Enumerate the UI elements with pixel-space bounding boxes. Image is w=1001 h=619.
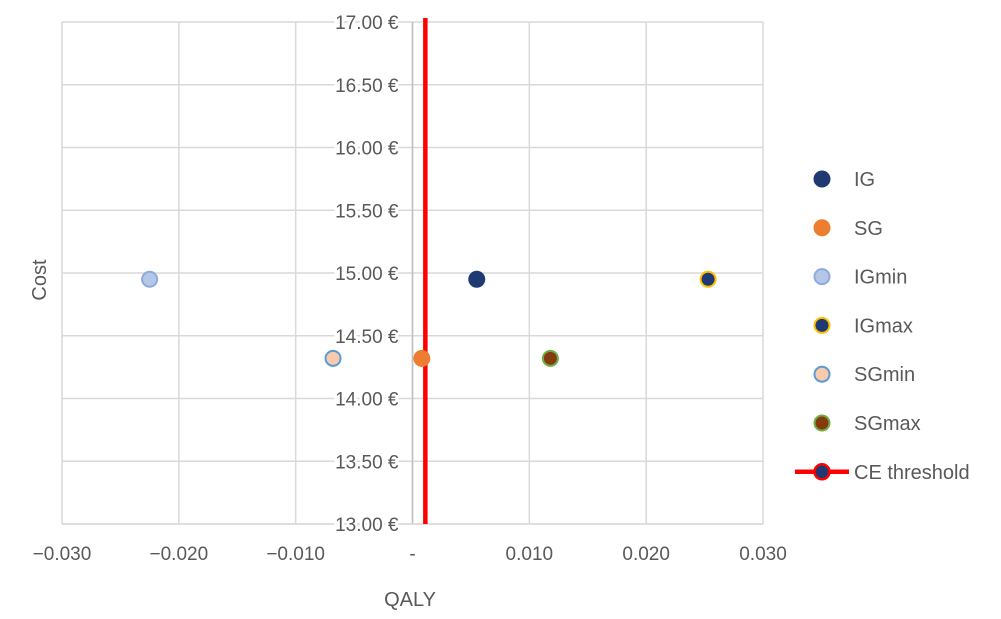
x-tick-label: 0.010 bbox=[506, 544, 554, 565]
point-igmax bbox=[699, 270, 717, 288]
x-tick-label: 0.030 bbox=[739, 544, 787, 565]
y-tick-label: 13.50 € bbox=[335, 452, 399, 473]
y-tick-label: 16.50 € bbox=[335, 76, 399, 97]
legend: IG SG IGmin IGmax SGmin SGmax CE threshold bbox=[795, 169, 970, 484]
y-tick-label: 16.00 € bbox=[335, 139, 399, 160]
point-igmin bbox=[141, 270, 159, 288]
legend-marker-sg bbox=[813, 219, 831, 237]
x-tick-label: −0.010 bbox=[266, 544, 325, 565]
legend-marker-igmax bbox=[813, 316, 831, 334]
y-tick-label: 15.50 € bbox=[335, 201, 399, 222]
legend-marker-igmin bbox=[813, 268, 831, 286]
y-tick-label: 13.00 € bbox=[335, 515, 399, 536]
legend-marker-sgmin bbox=[813, 365, 831, 383]
y-tick-label: 14.00 € bbox=[335, 390, 399, 411]
legend-label: IG bbox=[854, 169, 875, 191]
y-axis-title: Cost bbox=[29, 259, 51, 301]
legend-marker-sgmax bbox=[813, 414, 831, 432]
legend-label: IGmin bbox=[854, 267, 907, 289]
y-tick-label: 14.50 € bbox=[335, 327, 399, 348]
legend-marker-ce-threshold bbox=[813, 463, 831, 481]
point-ig bbox=[468, 270, 486, 288]
legend-label: SGmin bbox=[854, 364, 915, 386]
point-sgmin bbox=[324, 349, 342, 367]
point-sg bbox=[413, 349, 431, 367]
data-points bbox=[141, 18, 717, 524]
legend-label: IGmax bbox=[854, 315, 913, 337]
x-axis-title: QALY bbox=[384, 589, 436, 611]
legend-marker-ig bbox=[813, 170, 831, 188]
y-tick-label: 17.00 € bbox=[335, 13, 399, 34]
x-tick-label: −0.020 bbox=[150, 544, 209, 565]
legend-label: SG bbox=[854, 218, 883, 240]
x-tick-label: - bbox=[409, 544, 415, 565]
y-tick-label: 15.00 € bbox=[335, 264, 399, 285]
axes: −0.030 −0.020 −0.010 - 0.010 0.020 0.030 13.00 … bbox=[33, 11, 787, 566]
x-tick-label: 0.020 bbox=[622, 544, 670, 565]
legend-label: SGmax bbox=[854, 413, 921, 435]
legend-label: CE threshold bbox=[854, 462, 970, 484]
point-sgmax bbox=[541, 349, 559, 367]
x-tick-label: −0.030 bbox=[33, 544, 92, 565]
